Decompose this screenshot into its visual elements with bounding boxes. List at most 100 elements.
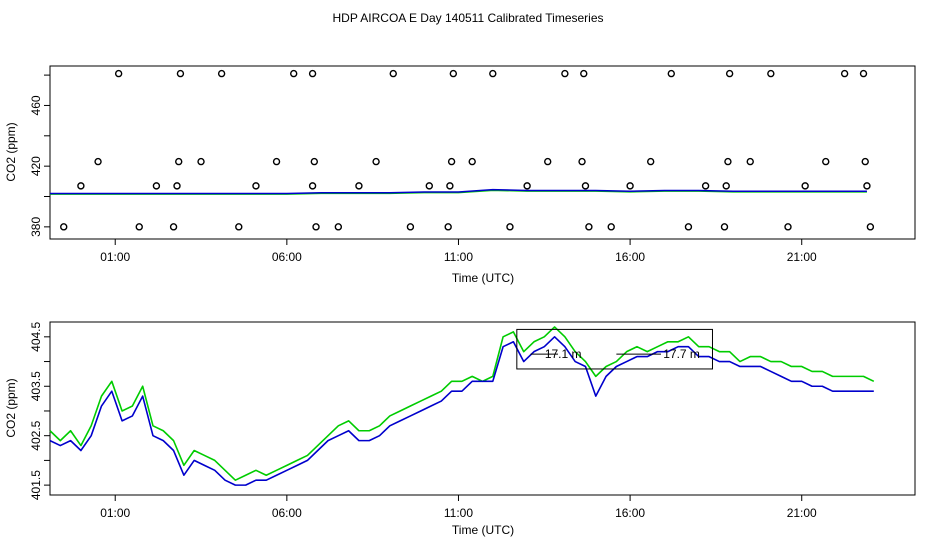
x-tick-label: 11:00 [444,250,473,264]
line-panel: 01:00 06:00 11:00 16:00 21:00 401.5 402.5 403.… [4,321,916,537]
data-point [446,182,454,190]
data-point [746,157,754,166]
y-tick-label: 460 [29,95,43,115]
data-point [767,69,775,78]
data-point [626,182,634,190]
plot-frame [49,65,916,240]
data-point [684,223,693,231]
data-point [135,223,143,231]
series-line-green [49,326,875,481]
data-point [468,157,476,166]
data-point [544,157,552,166]
data-point [784,223,792,231]
data-point [152,182,161,190]
y-tick-label: 420 [29,156,43,176]
data-point [217,69,226,78]
x-axis: 01:00 06:00 11:00 16:00 21:00 [100,495,817,520]
x-axis-label: Time (UTC) [452,271,514,285]
y-tick-label: 402.5 [29,420,43,450]
data-point [175,157,183,166]
line-blue [50,188,867,195]
data-point [667,69,675,78]
data-point [725,69,734,78]
page-title: HDP AIRCOA E Day 140511 Calibrated Times… [332,11,603,25]
data-point [272,157,281,166]
data-point [859,69,868,78]
data-point [114,69,123,78]
x-tick-label: 06:00 [272,250,302,264]
data-point [866,223,875,231]
data-point [169,223,178,231]
x-tick-label: 01:00 [100,250,130,264]
data-point [94,157,102,166]
data-point [561,69,569,78]
data-point [334,223,343,231]
data-point [646,157,655,166]
data-point [355,182,363,190]
x-axis-label: Time (UTC) [452,523,514,537]
data-points [60,69,875,231]
data-point [60,223,68,231]
data-point [252,182,260,190]
data-point [449,69,458,78]
x-tick-label: 16:00 [615,506,645,520]
data-point [77,182,85,190]
data-point [801,182,809,190]
data-point [578,157,586,166]
data-point [425,182,433,190]
data-point [724,157,732,166]
x-tick-label: 06:00 [272,506,302,520]
data-point [585,223,593,231]
series-lines [49,326,875,486]
x-tick-label: 11:00 [444,506,473,520]
y-tick-label: 401.5 [29,470,43,500]
annotation: 17.1 m 17.7 m [516,328,713,370]
data-point [523,182,531,190]
data-point [308,182,317,190]
data-point [447,157,456,166]
y-tick-label: 380 [29,217,43,237]
data-point [197,157,205,166]
y-tick-label: 403.5 [29,371,43,401]
y-axis-label: CO2 (ppm) [4,378,18,437]
y-tick-label: 404.5 [29,321,43,351]
y-axis: 380 420 460 [29,74,50,237]
data-point [581,182,590,190]
data-point [861,157,869,166]
data-point [840,69,849,78]
series-line-blue [49,336,874,486]
annotation-label: 17.1 m [545,347,582,361]
data-point [310,157,319,166]
data-point [308,69,317,78]
scatter-panel: 01:00 06:00 11:00 16:00 21:00 380 420 460 Time… [4,65,916,285]
x-tick-label: 01:00 [100,506,130,520]
data-point [489,69,497,78]
annotation-box [516,328,713,370]
line-green [50,189,867,195]
data-point [406,223,415,231]
data-point [822,157,830,166]
annotation-label: 17.7 m [663,347,700,361]
data-point [701,182,710,190]
data-point [290,69,298,78]
series-line [50,188,867,195]
data-point [176,69,185,78]
data-point [372,157,380,166]
data-point [722,182,730,190]
y-axis-label: CO2 (ppm) [4,122,18,181]
data-point [235,223,243,231]
data-point [173,182,181,190]
x-tick-label: 16:00 [615,250,645,264]
data-point [580,69,588,78]
data-point [312,223,320,231]
y-axis: 401.5 402.5 403.5 404.5 [29,321,50,500]
x-axis: 01:00 06:00 11:00 16:00 21:00 [100,239,817,264]
data-point [506,223,514,231]
x-tick-label: 21:00 [787,506,817,520]
data-point [863,182,871,190]
data-point [607,223,615,231]
plot-frame [49,321,916,496]
x-tick-label: 21:00 [787,250,817,264]
data-point [389,69,397,78]
